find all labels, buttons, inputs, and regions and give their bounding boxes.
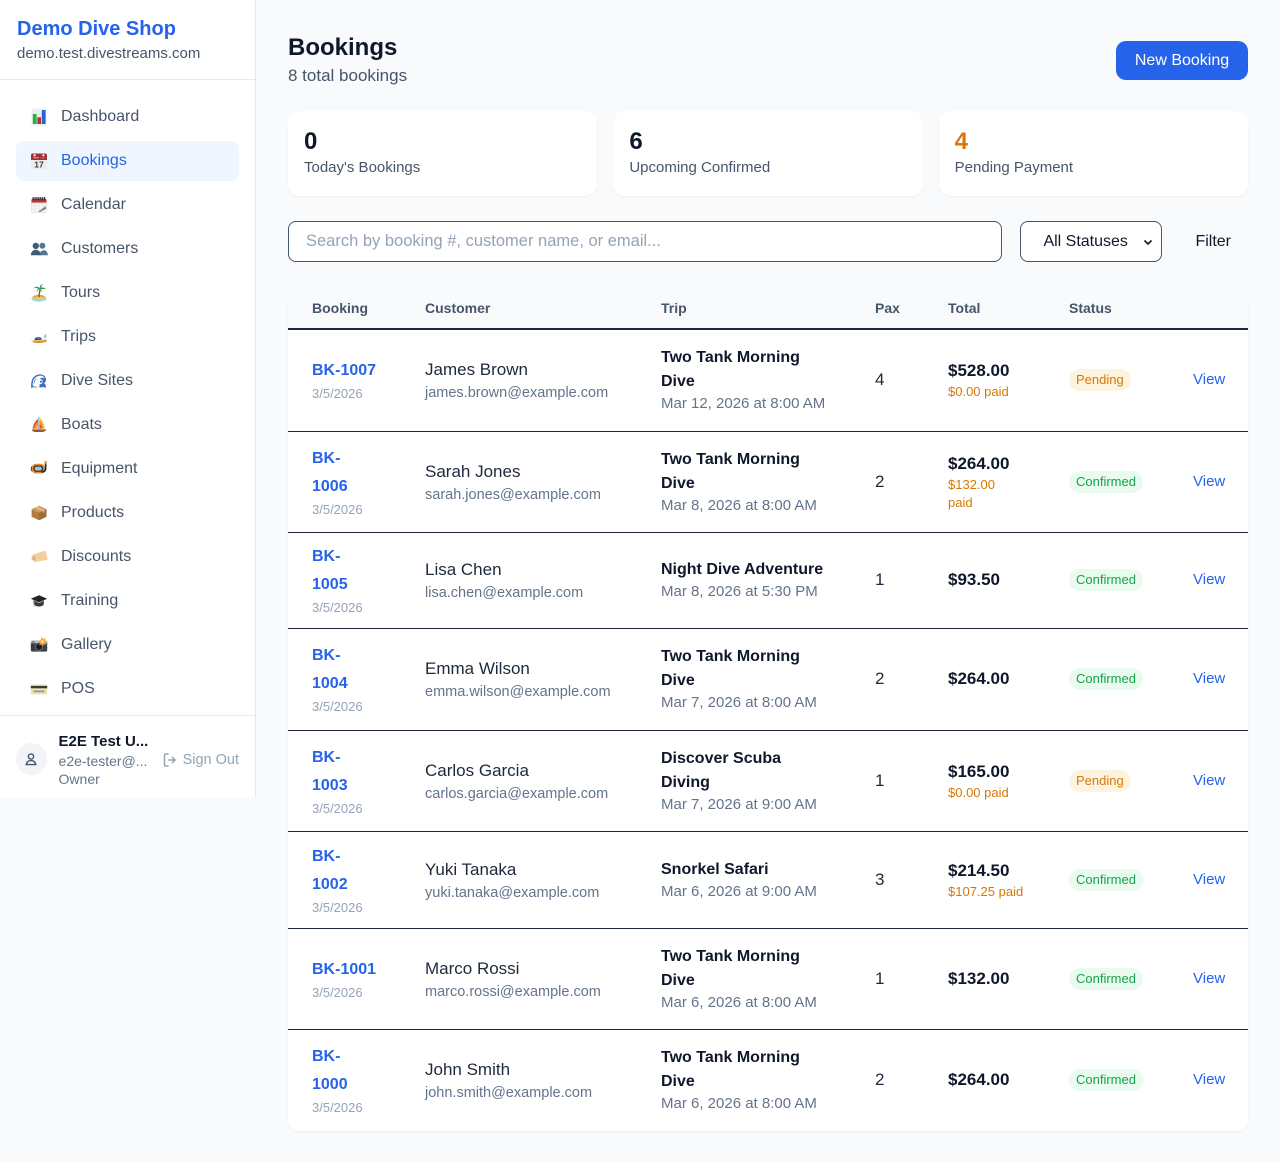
svg-text:17: 17	[34, 160, 44, 170]
